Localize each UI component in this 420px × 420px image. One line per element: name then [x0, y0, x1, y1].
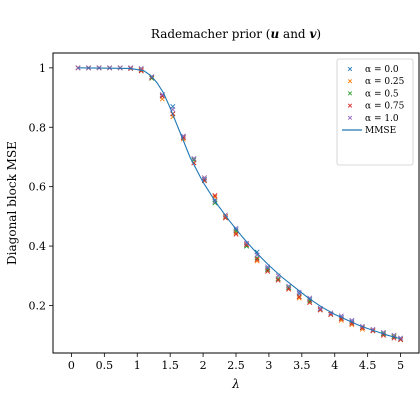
plot-area: [75, 65, 404, 343]
legend-marker-swatch: [347, 103, 353, 108]
mmse-line: [78, 67, 401, 340]
legend-item: α = 1.0: [347, 114, 399, 124]
data-point: [286, 283, 292, 289]
legend-frame: [336, 58, 414, 166]
data-point: [265, 268, 271, 274]
x-tick-label: 2: [200, 359, 207, 372]
data-point: [286, 285, 292, 291]
y-tick-label: 0.4: [29, 240, 47, 253]
x-tick-label: 5: [397, 359, 404, 372]
data-point: [128, 65, 134, 71]
x-tick-label: 3: [265, 359, 272, 372]
data-point: [233, 231, 239, 237]
x-tick-label: 3.5: [293, 359, 311, 372]
legend-label: α = 0.5: [365, 89, 399, 99]
y-axis: 0.2 0.4 0.6 0.8 1: [29, 62, 53, 312]
legend-item: MMSE: [342, 126, 396, 136]
data-point: [191, 155, 197, 161]
legend-item: α = 0.75: [347, 102, 405, 112]
data-point: [212, 200, 218, 206]
y-tick-label: 1: [39, 62, 46, 75]
legend-label: α = 1.0: [365, 114, 399, 124]
data-point: [296, 295, 302, 301]
legend-marker-swatch: [347, 91, 353, 96]
data-point: [201, 176, 207, 182]
data-point: [307, 299, 313, 306]
legend-marker-swatch: [347, 66, 353, 72]
data-point: [296, 289, 302, 295]
data-point: [275, 277, 281, 283]
x-tick-label: 4.5: [359, 359, 377, 372]
data-point: [254, 252, 260, 258]
data-point: [338, 313, 344, 319]
legend-item: α = 0.0: [347, 65, 399, 75]
legend-item: α = 0.5: [347, 89, 399, 99]
x-tick-label: 0: [68, 359, 75, 372]
data-point: [254, 256, 260, 262]
x-tick-label: 1.5: [161, 359, 179, 372]
data-point: [212, 193, 218, 199]
legend: α = 0.0 α = 0.25 α = 0.5 α = 0.75 α = 1.0 MMS…: [336, 58, 414, 166]
x-axis: 0 0.5 1 1.5 2 2.5 3 3.5 4 4.5 5: [68, 353, 404, 372]
data-point: [244, 240, 250, 246]
chart-title: Rademacher prior (u and v): [151, 27, 321, 41]
y-axis-label: Diagonal block MSE: [5, 141, 19, 265]
x-tick-label: 2.5: [227, 359, 245, 372]
y-tick-label: 0.6: [29, 181, 47, 194]
series-mmse: [78, 67, 401, 340]
data-point: [317, 307, 323, 313]
legend-marker-swatch: [347, 79, 353, 84]
x-axis-label: λ: [231, 377, 240, 391]
x-tick-label: 1: [134, 359, 141, 372]
legend-label: MMSE: [365, 126, 396, 136]
data-point: [201, 175, 207, 181]
legend-item: α = 0.25: [347, 77, 405, 87]
data-point: [149, 75, 155, 81]
legend-label: α = 0.0: [365, 65, 399, 75]
legend-label: α = 0.25: [365, 77, 405, 87]
x-tick-label: 0.5: [96, 359, 114, 372]
data-point: [296, 294, 302, 300]
x-tick-label: 4: [331, 359, 338, 372]
y-tick-label: 0.2: [29, 299, 47, 312]
data-point: [398, 335, 404, 341]
data-point: [338, 317, 344, 323]
y-tick-label: 0.8: [29, 121, 47, 134]
legend-label: α = 0.75: [365, 102, 405, 112]
legend-marker-swatch: [347, 115, 353, 120]
